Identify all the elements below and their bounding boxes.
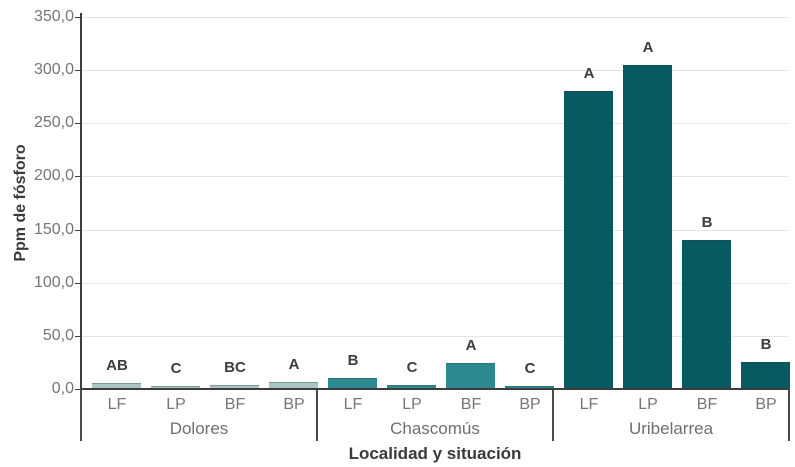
y-tick-mark [75, 17, 81, 18]
group-label-uribelarrea: Uribelarrea [628, 419, 714, 438]
y-tick-mark [75, 230, 81, 231]
x-tick-label-lf: LF [343, 396, 363, 413]
significance-letter: AB [106, 357, 128, 374]
x-tick-label-lf: LF [579, 396, 599, 413]
y-tick-label: 350,0 [33, 8, 74, 25]
y-axis-title: Ppm de fósforo [12, 144, 29, 262]
significance-letter: C [406, 359, 418, 376]
significance-letter: B [347, 352, 359, 369]
group-divider [80, 389, 82, 441]
y-tick-label: 150,0 [33, 221, 74, 238]
x-tick-label-bp: BP [519, 396, 541, 413]
bar-dolores-bp [269, 382, 318, 390]
y-tick-label: 100,0 [33, 274, 74, 291]
bar-uribelarrea-lf [564, 91, 613, 390]
significance-letter: B [701, 214, 713, 231]
bar-dolores-bf [210, 385, 259, 390]
y-tick-mark [75, 336, 81, 337]
y-tick-mark [75, 283, 81, 284]
significance-letter: A [642, 39, 654, 56]
y-tick-mark [75, 176, 81, 177]
gridline-300 [81, 70, 789, 71]
gridline-150 [81, 230, 789, 231]
x-tick-label-bf: BF [696, 396, 718, 413]
y-tick-label: 250,0 [33, 114, 74, 131]
significance-letter: C [170, 360, 182, 377]
gridline-250 [81, 123, 789, 124]
bar-uribelarrea-bp [741, 362, 790, 390]
bar-chascomus-lf [328, 378, 377, 390]
group-divider [316, 389, 318, 441]
bar-uribelarrea-lp [623, 65, 672, 390]
x-tick-label-lp: LP [402, 396, 422, 413]
y-tick-label: 200,0 [33, 167, 74, 184]
y-axis-line [80, 13, 82, 389]
significance-letter: C [524, 360, 536, 377]
gridline-100 [81, 283, 789, 284]
x-axis-title: Localidad y situación [348, 444, 522, 463]
y-tick-mark [75, 70, 81, 71]
bar-uribelarrea-bf [682, 240, 731, 390]
gridline-200 [81, 176, 789, 177]
significance-letter: A [583, 65, 595, 82]
y-tick-mark [75, 389, 81, 390]
y-tick-label: 300,0 [33, 61, 74, 78]
x-tick-label-bp: BP [283, 396, 305, 413]
group-label-dolores: Dolores [169, 419, 229, 438]
y-tick-label: 0,0 [51, 380, 74, 397]
x-tick-label-bp: BP [755, 396, 777, 413]
x-tick-label-lf: LF [107, 396, 127, 413]
x-tick-label-lp: LP [166, 396, 186, 413]
x-tick-label-bf: BF [460, 396, 482, 413]
bar-chascomus-bf [446, 363, 495, 390]
significance-letter: A [288, 356, 300, 373]
bar-chascomus-lp [387, 385, 436, 390]
group-divider [552, 389, 554, 441]
group-divider [788, 389, 790, 441]
y-tick-mark [75, 123, 81, 124]
significance-letter: A [465, 337, 477, 354]
y-tick-label: 50,0 [42, 327, 74, 344]
group-label-chascomus: Chascomús [390, 419, 480, 438]
x-tick-label-lp: LP [638, 396, 658, 413]
x-tick-label-bf: BF [224, 396, 246, 413]
significance-letter: B [760, 336, 772, 353]
gridline-50 [81, 336, 789, 337]
x-axis-line [81, 388, 789, 390]
significance-letter: BC [224, 359, 246, 376]
bar-dolores-lf [92, 383, 141, 390]
gridline-350 [81, 17, 789, 18]
